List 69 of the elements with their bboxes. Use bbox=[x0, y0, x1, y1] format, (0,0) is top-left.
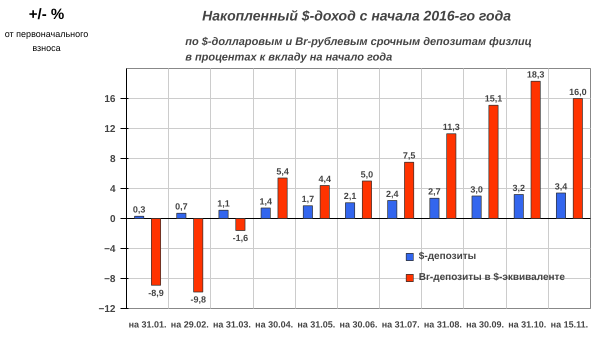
bar bbox=[278, 178, 288, 219]
y-tick-label: −12 bbox=[98, 304, 116, 315]
bar bbox=[345, 202, 356, 219]
bar bbox=[193, 218, 204, 292]
data-label: 4,4 bbox=[318, 174, 332, 184]
y-tick-label: −4 bbox=[104, 244, 116, 255]
legend-label: $-депозиты bbox=[418, 251, 476, 262]
data-label: -9,8 bbox=[190, 294, 206, 305]
data-label: 2,7 bbox=[428, 186, 441, 197]
data-label: 2,1 bbox=[344, 191, 356, 202]
data-label: 7,5 bbox=[402, 150, 416, 161]
x-tick-label: на 30.04. bbox=[255, 320, 294, 330]
data-label: 5,0 bbox=[360, 169, 374, 180]
bar bbox=[429, 198, 440, 219]
bar bbox=[514, 194, 524, 219]
x-tick-label: на 15.11. bbox=[550, 320, 588, 330]
data-label: 3,2 bbox=[512, 182, 526, 193]
bar bbox=[235, 218, 246, 231]
data-label: 0,7 bbox=[175, 202, 188, 212]
bar bbox=[260, 208, 271, 219]
x-tick-label: на 31.07. bbox=[382, 320, 420, 330]
chart-title: Накопленный $-доход с начала 2016-го года bbox=[202, 8, 512, 24]
x-tick-label: на 30.09. bbox=[466, 320, 504, 330]
chart-subtitle: по $-долларовым и Br-рублевым срочным депозитам физлиц в процентах к вкладу на начало года bbox=[185, 36, 532, 64]
y-tick-label: −8 bbox=[104, 274, 116, 285]
data-label: 1,4 bbox=[259, 196, 272, 206]
bar bbox=[362, 180, 372, 219]
bar bbox=[387, 200, 398, 219]
data-label: 1,1 bbox=[217, 198, 230, 209]
y-tick-label: 16 bbox=[104, 94, 116, 105]
data-label: 3,0 bbox=[470, 184, 483, 194]
y-tick-label: 4 bbox=[110, 184, 116, 195]
x-tick-label: на 29.02. bbox=[170, 320, 209, 330]
bar bbox=[218, 210, 229, 219]
text: от первоначального взноса bbox=[4, 28, 90, 56]
legend-label: Br-депозиты в $-эквиваленте bbox=[418, 272, 565, 283]
bar bbox=[302, 205, 313, 219]
bar bbox=[176, 212, 186, 219]
data-label: 11,3 bbox=[442, 122, 460, 132]
bar bbox=[151, 218, 162, 286]
bar bbox=[488, 104, 498, 219]
x-tick-label: на 31.03. bbox=[212, 320, 251, 330]
data-label: 3,4 bbox=[554, 181, 568, 192]
y-tick-label: 12 bbox=[104, 124, 116, 135]
y-tick-label: 0 bbox=[110, 214, 116, 225]
bar bbox=[472, 196, 482, 219]
x-tick-label: на 30.06. bbox=[340, 320, 378, 330]
data-label: 0,3 bbox=[132, 204, 146, 215]
bar bbox=[404, 162, 414, 219]
x-tick-label: на 31.08. bbox=[424, 320, 462, 330]
data-label: -8,9 bbox=[148, 288, 164, 298]
x-tick-label: на 31.05. bbox=[297, 320, 336, 330]
bar bbox=[572, 98, 583, 219]
y-tick-label: 8 bbox=[110, 154, 116, 165]
bar bbox=[134, 216, 144, 219]
data-label: 2,4 bbox=[386, 188, 399, 199]
x-tick-label: на 31.01. bbox=[128, 320, 167, 330]
data-label: 18,3 bbox=[526, 70, 544, 80]
data-label: 15,1 bbox=[484, 94, 502, 104]
bar bbox=[320, 185, 330, 219]
bar bbox=[446, 133, 456, 219]
x-tick-label: на 31.10. bbox=[508, 320, 546, 330]
data-label: 1,7 bbox=[302, 194, 314, 204]
bar bbox=[530, 80, 541, 219]
data-label: -1,6 bbox=[232, 233, 248, 244]
data-label: 16,0 bbox=[569, 86, 587, 97]
data-label: 5,4 bbox=[276, 166, 289, 176]
bar bbox=[556, 192, 566, 219]
y-axis-title: +/- % bbox=[28, 6, 66, 23]
